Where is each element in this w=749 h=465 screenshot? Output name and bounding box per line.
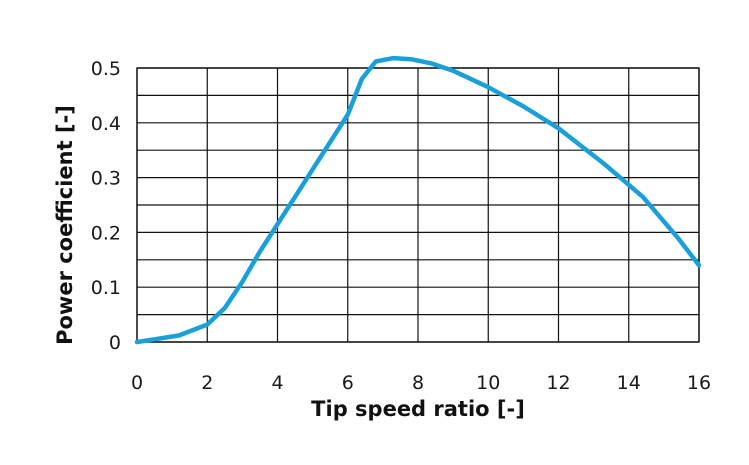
x-tick-label: 14: [617, 372, 641, 394]
y-tick-label: 0.5: [91, 58, 121, 80]
x-axis-title: Tip speed ratio [-]: [311, 397, 525, 421]
grid: [136, 67, 700, 343]
x-tick-label: 6: [342, 372, 354, 394]
x-tick-labels: 0 2 4 6 8 10 12 14 16: [131, 372, 711, 394]
x-tick-label: 16: [687, 372, 711, 394]
y-tick-label: 0.1: [91, 277, 121, 299]
y-tick-label: 0.4: [91, 113, 121, 135]
x-tick-label: 12: [546, 372, 570, 394]
y-tick-label: 0.3: [91, 168, 121, 190]
x-tick-label: 4: [271, 372, 283, 394]
y-tick-labels: 0 0.1 0.2 0.3 0.4 0.5: [91, 58, 121, 354]
y-axis-title: Power coefficient [-]: [53, 105, 77, 345]
plot-frame: [136, 67, 700, 343]
x-tick-label: 0: [131, 372, 143, 394]
y-tick-label: 0.2: [91, 222, 121, 244]
x-tick-label: 10: [476, 372, 500, 394]
y-tick-label: 0: [109, 332, 121, 354]
x-tick-label: 8: [412, 372, 424, 394]
series-line-power-coefficient: [134, 55, 702, 345]
x-tick-label: 2: [201, 372, 213, 394]
